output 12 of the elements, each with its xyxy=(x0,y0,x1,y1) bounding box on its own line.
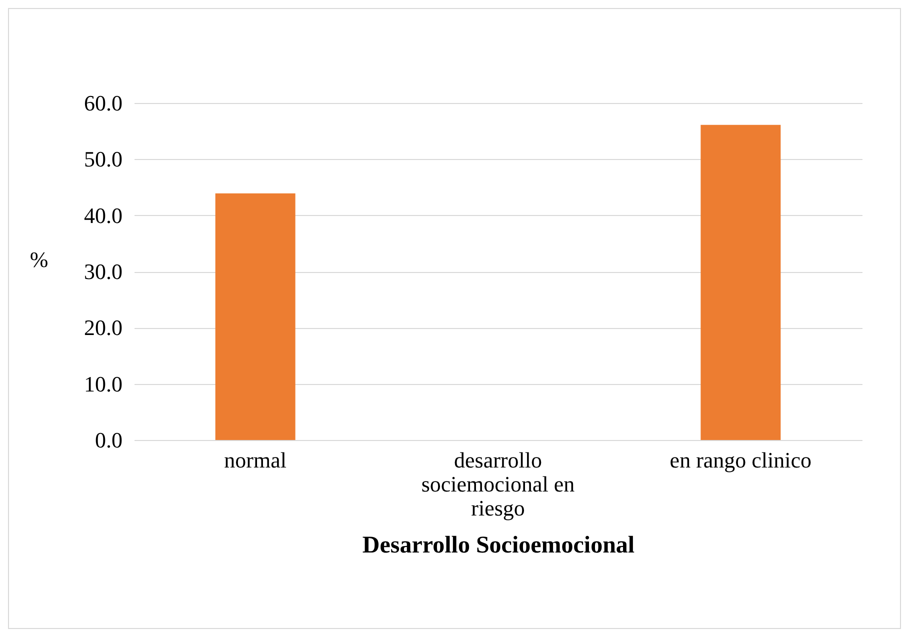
y-axis-title: % xyxy=(30,247,48,272)
y-tick-label: 10.0 xyxy=(84,371,122,396)
x-tick-label: normal xyxy=(224,448,286,472)
y-tick-label: 0.0 xyxy=(95,428,122,452)
y-tick-label: 30.0 xyxy=(84,259,122,284)
y-tick-label: 40.0 xyxy=(84,202,122,228)
x-axis-title: Desarrollo Socioemocional xyxy=(362,532,635,558)
y-tick-label: 20.0 xyxy=(84,315,122,340)
y-tick-label: 60.0 xyxy=(84,90,122,116)
y-tick-label: 50.0 xyxy=(84,146,122,172)
x-tick-label: en rango clinico xyxy=(670,448,812,472)
x-tick-label: desarrollo sociemocional en riesgo xyxy=(421,448,575,520)
